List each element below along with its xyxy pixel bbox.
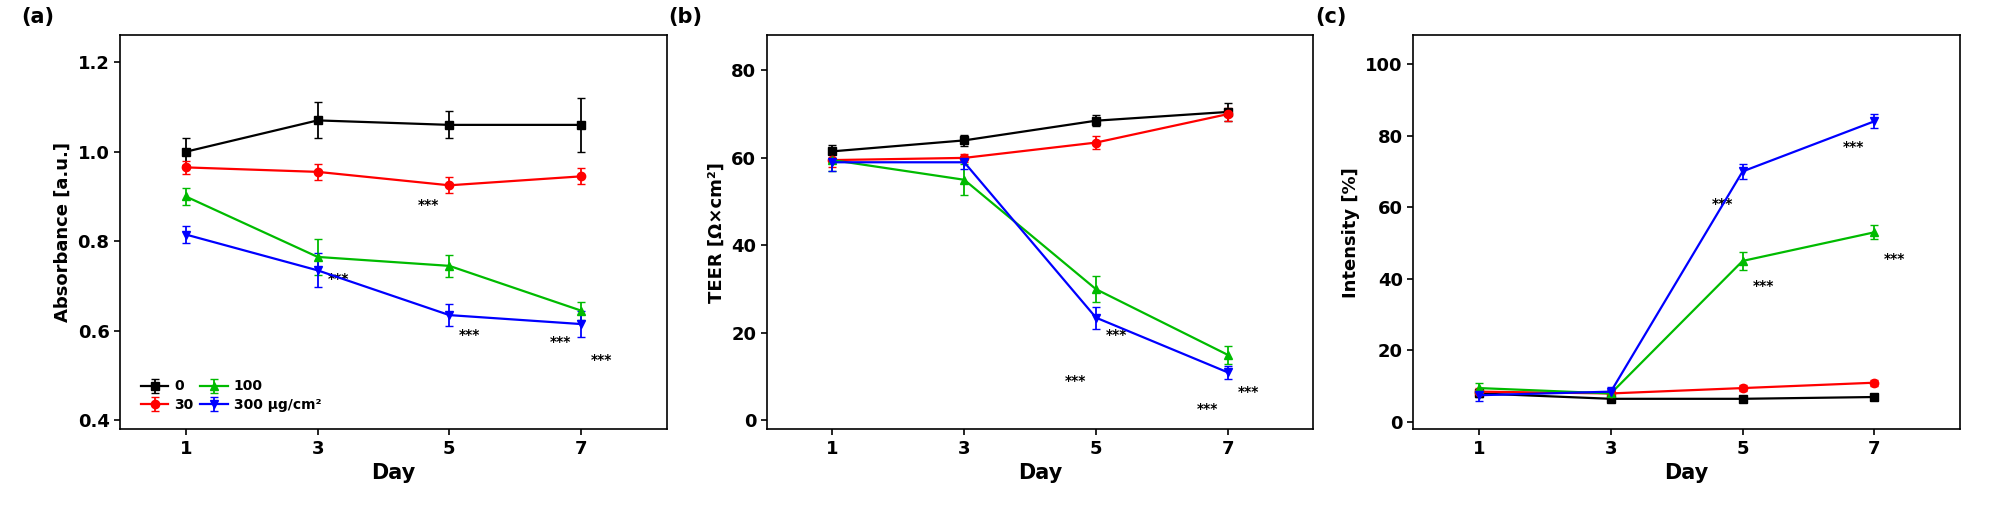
- Text: ***: ***: [418, 198, 440, 212]
- Text: ***: ***: [1752, 279, 1774, 293]
- Text: ***: ***: [1064, 374, 1086, 388]
- Text: ***: ***: [1844, 139, 1864, 154]
- Text: ***: ***: [550, 335, 572, 348]
- Text: ***: ***: [1884, 252, 1906, 266]
- Text: ***: ***: [1712, 197, 1732, 211]
- Text: ***: ***: [1238, 385, 1258, 398]
- X-axis label: Day: Day: [372, 463, 416, 483]
- Legend: 0, 30, 100, 300 μg/cm²: 0, 30, 100, 300 μg/cm²: [138, 377, 324, 415]
- Text: ***: ***: [328, 272, 348, 286]
- Text: ***: ***: [590, 352, 612, 367]
- Text: ***: ***: [1196, 402, 1218, 416]
- Y-axis label: TEER [Ω×cm²]: TEER [Ω×cm²]: [708, 162, 726, 302]
- X-axis label: Day: Day: [1664, 463, 1708, 483]
- Text: (b): (b): [668, 8, 702, 27]
- Y-axis label: Absorbance [a.u.]: Absorbance [a.u.]: [54, 142, 72, 322]
- Text: ***: ***: [1106, 328, 1128, 342]
- X-axis label: Day: Day: [1018, 463, 1062, 483]
- Y-axis label: Intensity [%]: Intensity [%]: [1342, 167, 1360, 297]
- Text: (a): (a): [22, 8, 54, 27]
- Text: ***: ***: [460, 328, 480, 342]
- Text: (c): (c): [1314, 8, 1346, 27]
